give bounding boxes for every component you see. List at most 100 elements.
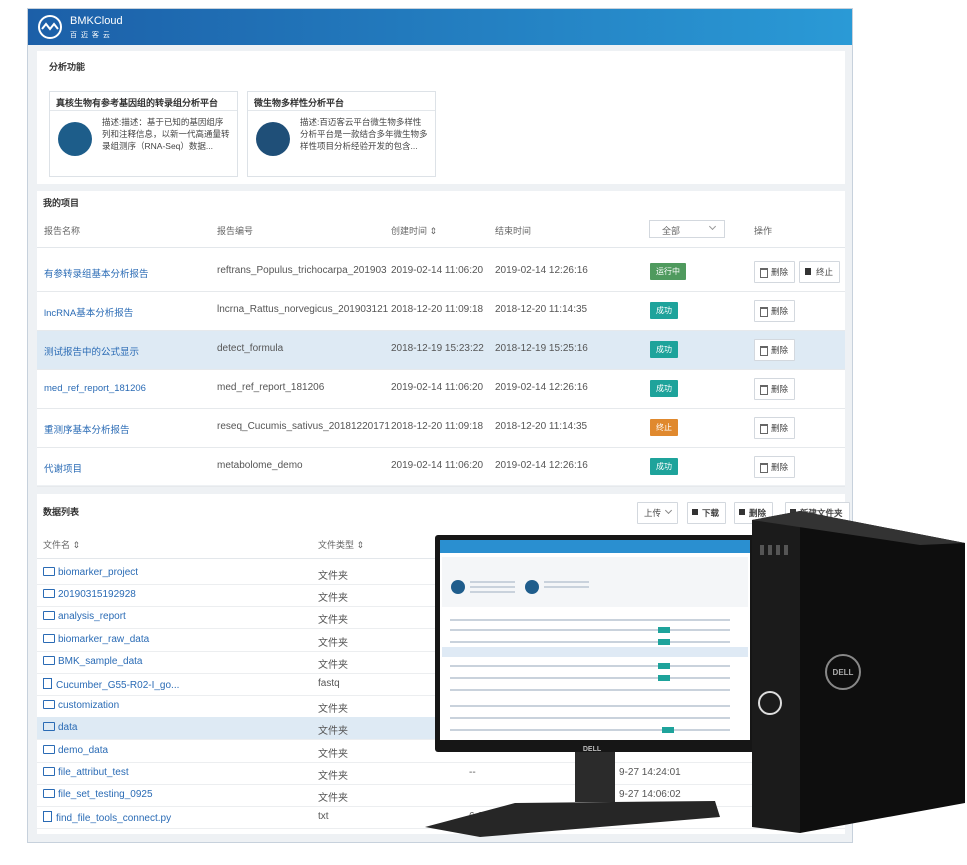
file-name-text: file_set_testing_0925 [58, 789, 153, 800]
divider [248, 110, 435, 111]
file-name[interactable]: file_set_testing_0925 [43, 789, 153, 800]
file-name[interactable]: biomarker_project [43, 567, 138, 578]
ended-time: 2019-02-14 12:26:16 [495, 460, 588, 471]
tower-side [800, 511, 965, 833]
action-button[interactable]: 删除 [754, 378, 796, 400]
computer-photo: DELL DELL [425, 511, 965, 837]
action-button[interactable]: 删除 [754, 339, 796, 361]
file-name[interactable]: analysis_report [43, 611, 126, 622]
platform-card[interactable]: 真核生物有参考基因组的转录组分析平台 描述:描述：基于已知的基因组序列和注释信息，… [49, 91, 238, 177]
monitor-neck [575, 752, 615, 802]
platform-card[interactable]: 微生物多样性分析平台 描述:百迈客云平台微生物多样性分析平台是一款结合多年微生物多… [247, 91, 436, 177]
file-icon [43, 633, 55, 643]
report-name[interactable]: 测试报告中的公式显示 [44, 347, 140, 358]
status-filter[interactable]: 全部 [649, 220, 725, 238]
file-name[interactable]: data [43, 722, 77, 733]
file-time: 9-27 14:24:01 [619, 766, 681, 778]
platform-title: 微生物多样性分析平台 [254, 98, 345, 108]
file-name[interactable]: Cucumber_G55-R02-I_go... [43, 678, 179, 691]
created-time: 2018-12-20 11:09:18 [391, 421, 484, 432]
ended-time: 2019-02-14 12:26:16 [495, 265, 588, 276]
file-icon [43, 789, 55, 798]
toolbar-button[interactable]: 下载 [687, 502, 727, 524]
file-icon [43, 722, 55, 732]
report-name[interactable]: lncRNA基本分析报告 [44, 308, 134, 319]
project-row: 有参转录组基本分析报告 reftrans_Populus_trichocarpa_… [37, 253, 845, 292]
file-icon [43, 655, 55, 665]
file-row: file_set_testing_0925 文件夹 9-27 14:06:02 [37, 784, 845, 807]
file-name[interactable]: BMK_sample_data [43, 655, 143, 667]
filter-value: 全部 [662, 226, 681, 236]
action-icon [805, 268, 811, 275]
column-header: 报告名称 [44, 226, 81, 236]
file-type: 文件夹 [318, 704, 348, 716]
action-button[interactable]: 删除 [754, 456, 796, 478]
report-name[interactable]: 重测序基本分析报告 [44, 425, 130, 436]
tower-top [752, 511, 965, 545]
report-id: lncrna_Rattus_norvegicus_201903121 [217, 304, 389, 315]
status-badge: 运行中 [650, 263, 686, 280]
created-time: 2019-02-14 11:06:20 [391, 265, 484, 276]
button-icon [790, 509, 796, 515]
action-button[interactable]: 终止 [799, 261, 841, 283]
tower-front [752, 511, 800, 833]
file-icon [43, 744, 55, 754]
action-button[interactable]: 删除 [754, 261, 796, 283]
file-icon [43, 611, 55, 621]
file-name[interactable]: 20190315192928 [43, 589, 136, 600]
mini-badges [658, 627, 674, 733]
file-type: 文件夹 [318, 659, 348, 671]
button-icon [692, 509, 698, 515]
file-name-text: 20190315192928 [58, 589, 136, 601]
tower-logo [758, 691, 782, 715]
file-name-text: biomarker_project [58, 567, 139, 578]
action-button[interactable]: 删除 [754, 417, 796, 439]
project-row: 重测序基本分析报告 reseq_Cucumis_sativus_201812201… [37, 409, 845, 448]
file-name[interactable]: biomarker_raw_data [43, 633, 149, 645]
divider [50, 110, 237, 111]
file-row: file_attribut_test 文件夹 -- 9-27 14:24:01 [37, 762, 845, 785]
action-button[interactable]: 删除 [754, 300, 796, 322]
report-name[interactable]: med_ref_report_181206 [44, 383, 146, 394]
file-type: 文件夹 [318, 770, 348, 782]
file-name-text: analysis_report [58, 611, 126, 623]
file-type: 文件夹 [318, 615, 348, 627]
file-icon [43, 766, 55, 776]
file-type: 文件夹 [318, 748, 348, 760]
monitor-base [425, 801, 720, 837]
action-icon [760, 307, 768, 317]
file-name[interactable]: file_attribut_test [43, 766, 129, 778]
mini-highlight [442, 647, 748, 657]
button-label: 删除 [749, 508, 767, 518]
report-name[interactable]: 代谢项目 [44, 464, 83, 475]
status-badge: 成功 [650, 341, 678, 358]
toolbar-button[interactable]: 上传 [637, 502, 679, 524]
column-header: 结束时间 [495, 226, 532, 236]
created-time: 2018-12-19 15:23:22 [391, 343, 484, 354]
file-name[interactable]: demo_data [43, 744, 108, 756]
file-type: txt [318, 811, 329, 823]
report-name[interactable]: 有参转录组基本分析报告 [44, 269, 149, 280]
action-icon [760, 268, 768, 278]
monitor-brand: DELL [583, 746, 602, 753]
platform-icon [256, 122, 290, 156]
file-icon [43, 700, 55, 710]
mini-icon [525, 580, 539, 594]
logo-text: BMKCloud [70, 15, 123, 27]
top-bar: BMKCloud 百 迈 客 云 [28, 9, 852, 45]
logo-subtext: 百 迈 客 云 [70, 32, 111, 39]
project-row: 测试报告中的公式显示 detect_formula 2018-12-19 15:23… [37, 331, 845, 370]
file-type: 文件夹 [318, 571, 348, 582]
status-badge: 终止 [650, 419, 678, 436]
column-header: 创建时间 ⇕ [391, 226, 438, 236]
report-id: reftrans_Populus_trichocarpa_201903 [217, 265, 387, 276]
chevron [708, 222, 717, 231]
file-icon [43, 678, 52, 689]
file-type: 文件夹 [318, 593, 348, 605]
file-name[interactable]: find_file_tools_connect.py [43, 811, 171, 824]
file-name[interactable]: customization [43, 700, 119, 711]
file-name-text: Cucumber_G55-R02-I_go... [56, 680, 180, 691]
report-id: reseq_Cucumis_sativus_20181220171 [217, 421, 390, 432]
created-time: 2019-02-14 11:06:20 [391, 382, 484, 393]
status-badge: 成功 [650, 302, 678, 319]
